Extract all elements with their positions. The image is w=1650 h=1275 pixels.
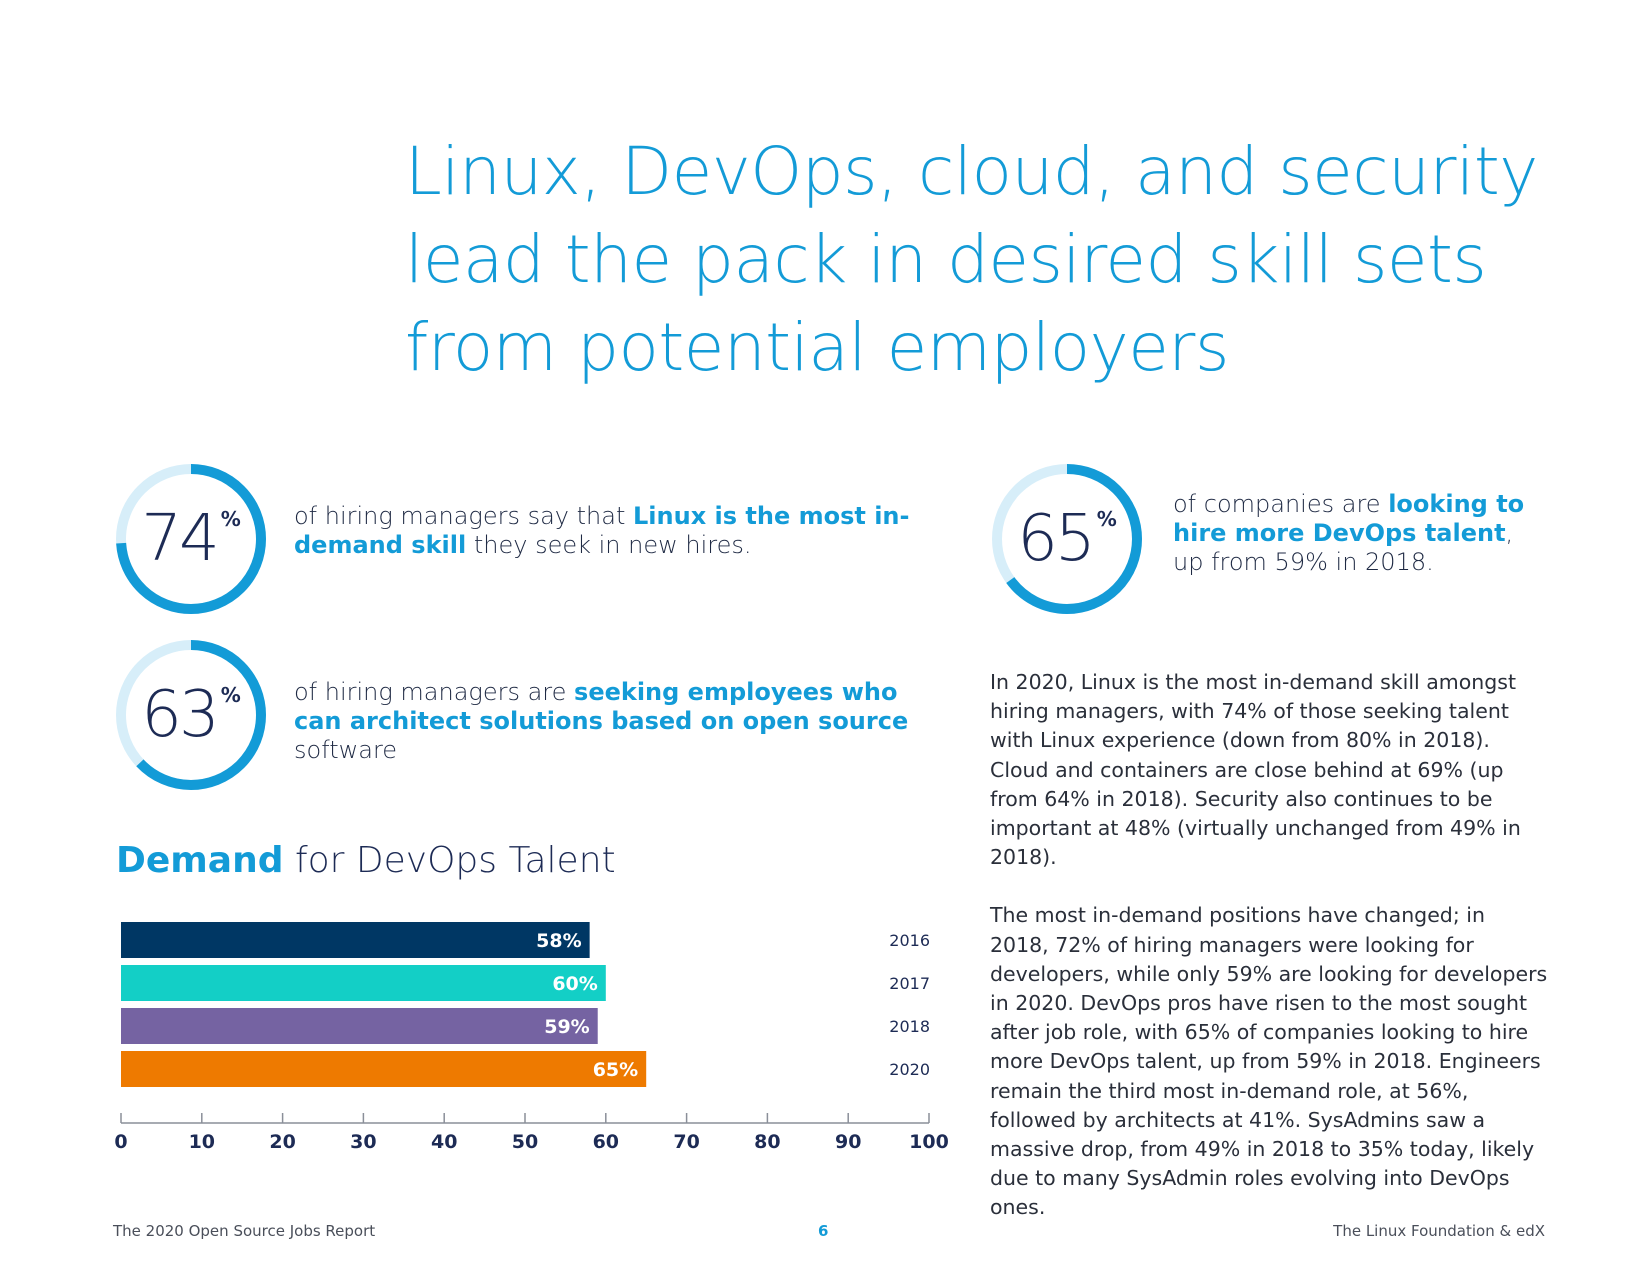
x-tick-label: 40 [431, 1131, 457, 1153]
x-tick-label: 60 [593, 1131, 619, 1153]
x-tick-label: 80 [754, 1131, 780, 1153]
donut-ring-chart [116, 464, 266, 614]
stat-value: 65% [1017, 502, 1117, 576]
x-tick-label: 10 [189, 1131, 215, 1153]
x-tick-label: 70 [673, 1131, 699, 1153]
headline-line-1: Linux, DevOps, cloud, and security [405, 133, 1538, 210]
x-tick-label: 20 [269, 1131, 295, 1153]
body-paragraph-1: In 2020, Linux is the most in-demand ski… [990, 670, 1521, 870]
footer-report-title: The 2020 Open Source Jobs Report [113, 1222, 376, 1240]
page-headline: Linux, DevOps, cloud, and security lead … [405, 128, 1555, 392]
bar-2016 [121, 922, 590, 958]
ring-progress [116, 640, 266, 790]
stat-value: 63% [141, 678, 241, 752]
stat-description: of hiring managers are seeking employees… [294, 678, 909, 764]
x-tick-label: 100 [909, 1131, 949, 1153]
bar-2017 [121, 965, 606, 1001]
body-paragraph-2: The most in-demand positions have change… [990, 903, 1548, 1220]
x-tick-label: 90 [835, 1131, 861, 1153]
donut-ring: 74% [114, 462, 268, 616]
footer-publisher: The Linux Foundation & edX [1333, 1222, 1545, 1240]
donut-ring-chart [116, 640, 266, 790]
category-label: 2016 [889, 931, 930, 950]
bar-value-label: 59% [544, 1016, 589, 1038]
bar-value-label: 58% [536, 930, 581, 952]
ring-progress [992, 464, 1142, 614]
category-label: 2018 [889, 1017, 930, 1036]
bar-2018 [121, 1008, 598, 1044]
bar-value-label: 60% [552, 973, 597, 995]
bar-value-label: 65% [593, 1059, 638, 1081]
chart-title: Demand for DevOps Talent [116, 840, 616, 881]
stat-description: of companies are looking to hire more De… [1173, 490, 1525, 576]
devops-demand-bar-chart: 58% 2016 60% 2017 59% 2018 65% 2020 0 10 20 30 40 50 6… [114, 922, 949, 1153]
category-label: 2017 [889, 974, 930, 993]
donut-ring: 63% [114, 638, 268, 792]
donut-ring-chart [992, 464, 1142, 614]
x-tick-label: 30 [350, 1131, 376, 1153]
body-text: In 2020, Linux is the most in-demand ski… [990, 668, 1550, 1252]
headline-line-2: lead the pack in desired skill sets [405, 221, 1487, 298]
x-tick-label: 50 [512, 1131, 538, 1153]
stat-value: 74% [141, 502, 241, 576]
category-label: 2020 [889, 1060, 930, 1079]
donut-ring: 65% [990, 462, 1144, 616]
stat-description: of hiring managers say that Linux is the… [294, 502, 910, 559]
footer-page-number: 6 [818, 1222, 829, 1240]
bar-2020 [121, 1051, 647, 1087]
x-tick-label: 0 [114, 1131, 127, 1153]
headline-line-3: from potential employers [405, 309, 1229, 386]
ring-progress [116, 464, 266, 614]
